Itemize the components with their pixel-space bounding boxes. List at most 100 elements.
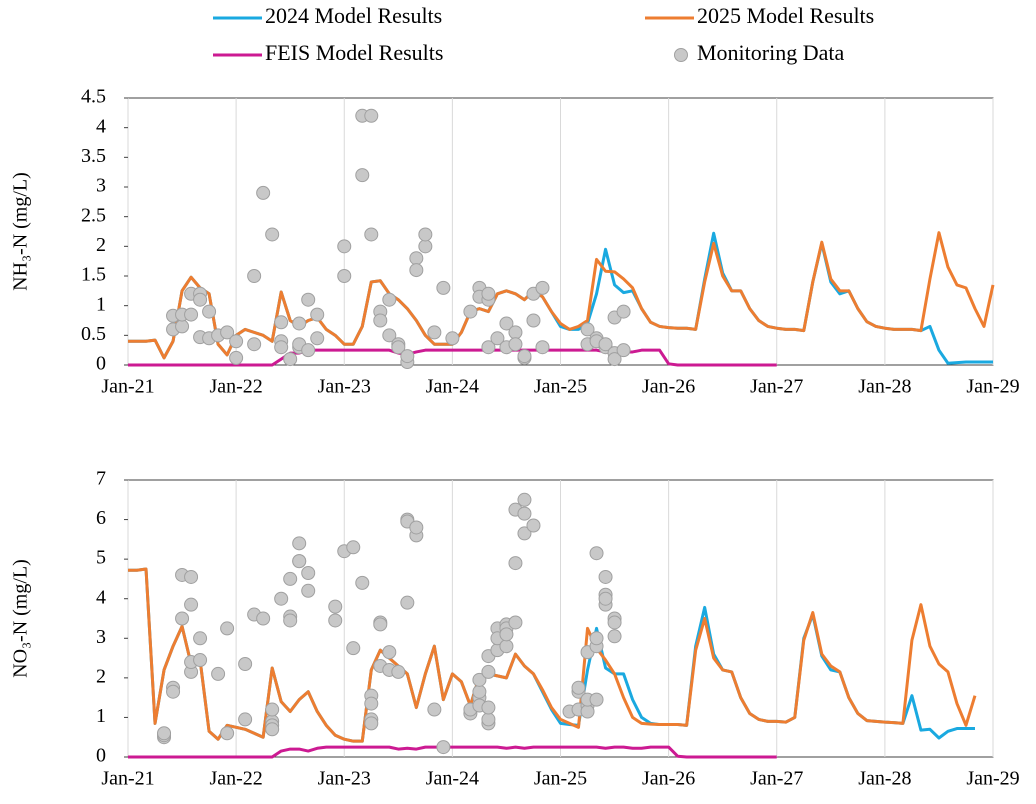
legend-label: Monitoring Data: [697, 40, 844, 65]
data-point: [166, 684, 181, 699]
data-point: [274, 315, 289, 330]
data-point: [193, 631, 208, 646]
data-point: [238, 657, 253, 672]
y-tick-label: 3: [96, 626, 106, 648]
data-point: [481, 340, 496, 355]
data-point: [499, 627, 514, 642]
data-point: [310, 331, 325, 346]
y-tick-label: 0: [96, 745, 106, 767]
series-line: [128, 745, 777, 759]
x-tick-label: Jan-23: [318, 376, 371, 398]
y-tick-label: 5: [96, 547, 106, 569]
data-point: [607, 352, 622, 367]
data-point: [526, 518, 541, 533]
data-point: [184, 597, 199, 612]
legend-label: FEIS Model Results: [265, 40, 443, 65]
data-point: [445, 331, 460, 346]
data-point: [229, 350, 244, 365]
data-point: [382, 328, 397, 343]
data-point: [283, 571, 298, 586]
data-point: [202, 304, 217, 319]
data-point: [409, 251, 424, 266]
data-point: [589, 546, 604, 561]
data-point: [265, 702, 280, 717]
data-point: [373, 313, 388, 328]
data-point: [598, 337, 613, 352]
data-point: [427, 325, 442, 340]
data-point: [508, 337, 523, 352]
y-tick-label: 2: [96, 234, 106, 256]
data-point: [481, 664, 496, 679]
y-tick-label: 4: [96, 586, 106, 608]
data-point: [283, 352, 298, 367]
data-point: [274, 340, 289, 355]
data-point: [409, 520, 424, 535]
data-point: [535, 280, 550, 295]
data-point: [346, 641, 361, 656]
data-point: [220, 621, 235, 636]
data-point: [292, 536, 307, 551]
data-point: [247, 337, 262, 352]
data-point: [256, 611, 271, 626]
data-point: [508, 615, 523, 630]
series-line: [128, 567, 977, 743]
data-point: [472, 672, 487, 687]
data-point: [301, 343, 316, 358]
x-tick-label: Jan-28: [858, 768, 911, 790]
x-tick-label: Jan-29: [966, 768, 1019, 790]
data-point: [328, 613, 343, 628]
data-point: [598, 569, 613, 584]
data-point: [157, 726, 172, 741]
y-tick-label: 0: [96, 353, 106, 375]
x-tick-label: Jan-24: [426, 768, 479, 790]
data-point: [400, 349, 415, 364]
data-point: [607, 615, 622, 630]
data-point: [184, 569, 199, 584]
data-point: [481, 286, 496, 301]
data-point: [409, 263, 424, 278]
y-tick-label: 7: [96, 468, 106, 490]
data-point: [310, 307, 325, 322]
data-point: [517, 492, 532, 507]
data-point: [499, 316, 514, 331]
x-tick-label: Jan-25: [534, 376, 587, 398]
data-point: [364, 716, 379, 731]
data-point: [364, 227, 379, 242]
data-point: [508, 556, 523, 571]
y-axis-label: NH₃-N (mg/L): [10, 172, 32, 291]
data-point: [229, 334, 244, 349]
x-tick-label: Jan-22: [209, 376, 262, 398]
x-tick-label: Jan-26: [642, 376, 695, 398]
data-point: [463, 304, 478, 319]
series-line: [128, 567, 975, 743]
data-point: [265, 227, 280, 242]
x-tick-label: Jan-29: [966, 376, 1019, 398]
x-tick-label: Jan-25: [534, 768, 587, 790]
data-point: [580, 704, 595, 719]
data-point: [616, 304, 631, 319]
data-point: [301, 583, 316, 598]
data-point: [238, 712, 253, 727]
y-tick-label: 3: [96, 175, 106, 197]
legend-label: 2024 Model Results: [265, 3, 442, 28]
data-point: [391, 664, 406, 679]
data-point: [175, 611, 190, 626]
data-point: [364, 696, 379, 711]
data-point: [499, 639, 514, 654]
data-point: [517, 349, 532, 364]
data-point: [490, 331, 505, 346]
y-tick-label: 3.5: [81, 145, 106, 167]
data-point: [427, 702, 442, 717]
data-point: [481, 700, 496, 715]
series-line: [128, 231, 995, 360]
data-point: [418, 227, 433, 242]
y-axis-label: NO₃-N (mg/L): [10, 559, 32, 678]
data-point: [391, 340, 406, 355]
data-point: [373, 617, 388, 632]
data-point: [265, 722, 280, 737]
data-point: [292, 316, 307, 331]
x-tick-label: Jan-23: [318, 768, 371, 790]
data-point: [220, 726, 235, 741]
legend-marker: [674, 48, 688, 62]
